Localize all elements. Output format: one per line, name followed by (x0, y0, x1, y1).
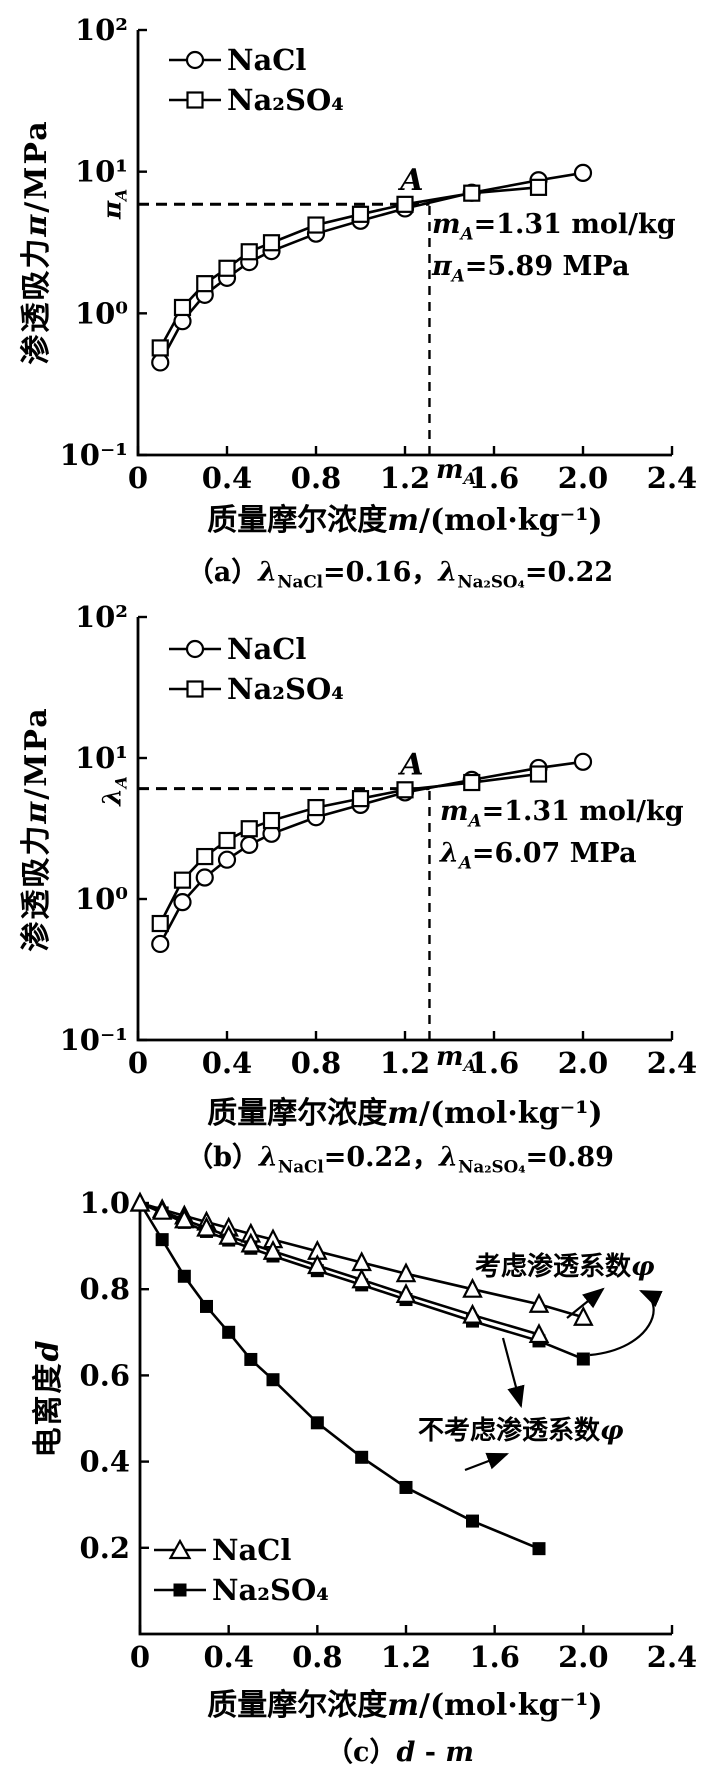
chart-a-ma-axis-mark: mA (436, 455, 477, 489)
svg-text:10²: 10² (75, 600, 128, 634)
svg-text:0.8: 0.8 (292, 1640, 342, 1671)
svg-text:0.4: 0.4 (203, 1640, 253, 1671)
svg-text:0.4: 0.4 (202, 1046, 252, 1080)
legend-label: Na₂SO₄ (227, 83, 344, 117)
svg-text:0.8: 0.8 (80, 1272, 130, 1306)
chart-b-dashed-line-label: λA (97, 776, 131, 806)
chart-c-annotation-without-phi: 不考虑渗透系数φ (418, 1416, 624, 1446)
chart-a-plot: 0 0.4 0.8 1.2 1.6 2.0 2.4 10² 10¹ 10⁰ 10⁻¹ A (60, 13, 698, 495)
svg-text:0: 0 (130, 1640, 150, 1671)
legend-label: NaCl (227, 43, 307, 77)
chart-c-annotation-with-phi: 考虑渗透系数φ (475, 1252, 655, 1282)
chart-b-legend-item-na2so4: Na₂SO₄ (167, 669, 344, 709)
chart-b-caption: （b）λNaCl=0.22，λNa₂SO₄=0.89 (186, 1142, 614, 1177)
chart-b-legend-item-nacl: NaCl (167, 629, 344, 669)
open-square-marker-icon (169, 91, 221, 109)
svg-text:10⁻¹: 10⁻¹ (60, 1023, 128, 1057)
chart-b-x-axis-title: 质量摩尔浓度m/(mol·kg⁻¹) (207, 1096, 603, 1131)
svg-text:0.6: 0.6 (80, 1358, 130, 1392)
chart-c-legend-item-na2so4: Na₂SO₄ (152, 1570, 329, 1610)
svg-text:10¹: 10¹ (75, 155, 128, 189)
svg-text:2.4: 2.4 (647, 461, 697, 495)
chart-c-legend-item-nacl: NaCl (152, 1530, 329, 1570)
chart-b-plot: 0 0.4 0.8 1.2 1.6 2.0 2.4 10² 10¹ 10⁰ 10⁻¹ A (60, 600, 698, 1080)
svg-text:0.2: 0.2 (80, 1531, 130, 1565)
chart-b-point-annotation: mA=1.31 mol/kg λA=6.07 MPa (440, 795, 684, 880)
svg-text:0.8: 0.8 (291, 461, 341, 495)
svg-text:A: A (397, 163, 423, 198)
svg-text:2.0: 2.0 (558, 461, 608, 495)
svg-text:0.4: 0.4 (202, 461, 252, 495)
svg-text:A: A (397, 748, 423, 783)
chart-c-plot: 0 0.4 0.8 1.2 1.6 2.0 2.4 1.0 0.8 0.6 0.4 0.2 (80, 1186, 698, 1671)
svg-text:1.2: 1.2 (380, 1046, 430, 1080)
svg-text:1.6: 1.6 (469, 461, 519, 495)
chart-c-legend: NaCl Na₂SO₄ (152, 1530, 329, 1610)
legend-label: Na₂SO₄ (227, 672, 344, 706)
svg-text:2.0: 2.0 (558, 1640, 608, 1671)
svg-text:10⁰: 10⁰ (75, 296, 128, 330)
svg-text:2.4: 2.4 (647, 1640, 697, 1671)
circle-marker-icon (169, 50, 221, 70)
svg-text:10²: 10² (75, 13, 128, 47)
annotation-line-2: λA=6.07 MPa (440, 838, 637, 873)
legend-label: NaCl (212, 1533, 292, 1567)
chart-a-dashed-line-label: πA (97, 188, 131, 220)
legend-label: Na₂SO₄ (212, 1573, 329, 1607)
filled-square-marker-icon (154, 1583, 206, 1597)
circle-marker-icon (169, 639, 221, 659)
svg-text:0.4: 0.4 (80, 1445, 130, 1479)
svg-text:0: 0 (128, 461, 148, 495)
chart-a-legend-item-nacl: NaCl (167, 40, 344, 80)
chart-c-x-axis-title: 质量摩尔浓度m/(mol·kg⁻¹) (207, 1688, 603, 1723)
svg-text:10¹: 10¹ (75, 741, 128, 775)
svg-text:10⁻¹: 10⁻¹ (60, 438, 128, 472)
chart-a-caption: （a）λNaCl=0.16，λNa₂SO₄=0.22 (186, 557, 614, 592)
svg-text:1.2: 1.2 (381, 1640, 431, 1671)
annotation-line-2: πA=5.89 MPa (432, 251, 630, 286)
open-square-marker-icon (169, 680, 221, 698)
chart-a-point-annotation: mA=1.31 mol/kg πA=5.89 MPa (432, 208, 676, 293)
svg-text:1.6: 1.6 (469, 1046, 519, 1080)
chart-b-y-axis-title: 渗透吸力π/MPa (19, 706, 54, 952)
annotation-line-1: mA=1.31 mol/kg (440, 796, 684, 831)
svg-text:0: 0 (128, 1046, 148, 1080)
chart-c-caption: （c）d - m (326, 1737, 474, 1768)
svg-text:0.8: 0.8 (291, 1046, 341, 1080)
svg-text:1.6: 1.6 (469, 1640, 519, 1671)
chart-b-ma-axis-mark: mA (436, 1042, 477, 1076)
triangle-marker-icon (154, 1539, 206, 1560)
chart-c-y-axis-title: 电离度d (31, 1338, 66, 1458)
svg-text:2.4: 2.4 (647, 1046, 697, 1080)
chart-a-legend-item-na2so4: Na₂SO₄ (167, 80, 344, 120)
chart-a-legend: NaCl Na₂SO₄ (167, 40, 344, 120)
legend-label: NaCl (227, 632, 307, 666)
svg-text:1.2: 1.2 (380, 461, 430, 495)
svg-text:2.0: 2.0 (558, 1046, 608, 1080)
chart-b-legend: NaCl Na₂SO₄ (167, 629, 344, 709)
chart-a-x-axis-title: 质量摩尔浓度m/(mol·kg⁻¹) (207, 503, 603, 538)
svg-text:10⁰: 10⁰ (75, 882, 128, 916)
chart-a-y-axis-title: 渗透吸力π/MPa (19, 119, 54, 365)
svg-text:1.0: 1.0 (80, 1186, 130, 1220)
annotation-line-1: mA=1.31 mol/kg (432, 209, 676, 244)
